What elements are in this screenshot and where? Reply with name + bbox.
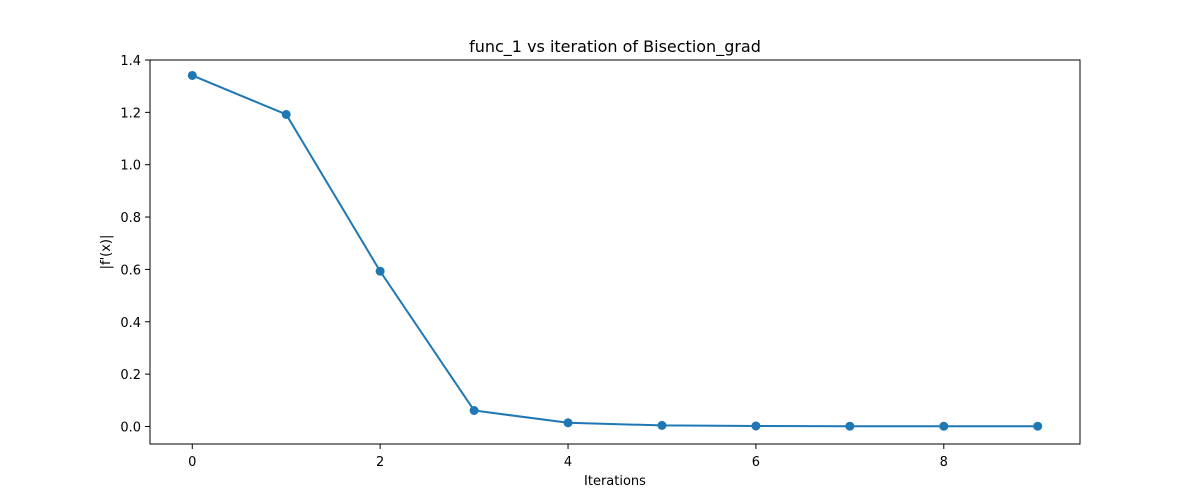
- data-point: [469, 405, 479, 415]
- y-tick-label: 0.0: [120, 420, 141, 435]
- chart-title: func_1 vs iteration of Bisection_grad: [469, 37, 761, 57]
- data-point: [281, 109, 291, 119]
- data-point: [1033, 421, 1043, 431]
- y-tick-label: 1.2: [120, 106, 141, 121]
- series-line: [187, 70, 1043, 431]
- data-point: [751, 421, 761, 431]
- x-axis-label: Iterations: [584, 474, 646, 489]
- y-axis: 0.0 0.2 0.4 0.6 0.8 1.0 1.2 1.4: [120, 54, 150, 435]
- data-point: [375, 266, 385, 276]
- plot-area: [149, 59, 1081, 445]
- y-tick-label: 1.0: [120, 159, 141, 174]
- x-tick-label: 0: [188, 455, 196, 470]
- data-line: [191, 74, 1038, 428]
- x-tick-label: 6: [752, 455, 760, 470]
- data-point: [939, 421, 949, 431]
- x-tick-label: 4: [564, 455, 572, 470]
- y-tick-label: 0.8: [120, 211, 141, 226]
- data-point: [845, 421, 855, 431]
- x-tick-label: 8: [940, 455, 948, 470]
- x-axis: 0 2 4 6 8: [188, 444, 948, 470]
- y-tick-label: 0.2: [120, 368, 141, 383]
- data-point: [563, 418, 573, 428]
- y-axis-label: |f'(x)|: [99, 235, 114, 270]
- y-tick-label: 1.4: [120, 54, 141, 69]
- data-point: [187, 70, 197, 80]
- y-tick-label: 0.6: [120, 263, 141, 278]
- data-point: [657, 420, 667, 430]
- y-tick-label: 0.4: [120, 316, 141, 331]
- x-tick-label: 2: [376, 455, 384, 470]
